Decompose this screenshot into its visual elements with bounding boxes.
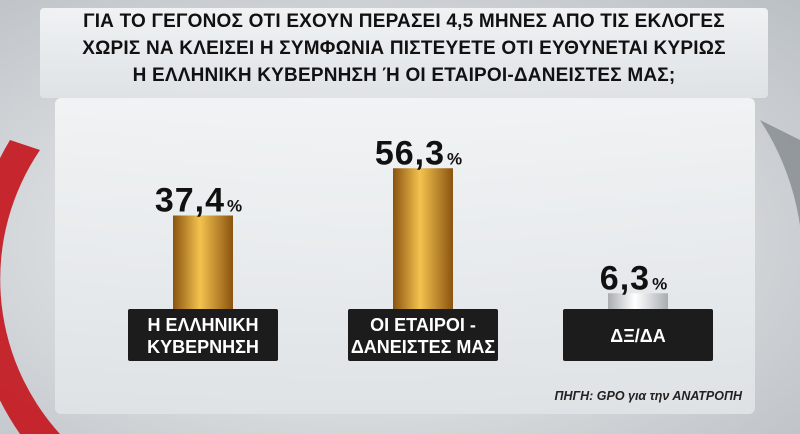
decor-dark-arc xyxy=(760,120,800,300)
category-label-3-line-1: ΔΞ/ΔΑ xyxy=(610,326,665,346)
category-label-2-line-1: ΟΙ ΕΤΑΙΡΟΙ - xyxy=(370,315,476,335)
category-label-1-line-1: Η ΕΛΛΗΝΙΚΗ xyxy=(147,315,258,335)
category-box-3 xyxy=(563,309,713,361)
title-line-1: ΓΙΑ ΤΟ ΓΕΓΟΝΟΣ ΟΤΙ ΕΧΟΥΝ ΠΕΡΑΣΕΙ 4,5 ΜΗΝ… xyxy=(83,11,725,32)
bar-1 xyxy=(173,215,233,309)
bar-3 xyxy=(608,293,668,309)
bar-2 xyxy=(393,168,453,309)
source-note: ΠΗΓΗ: GPO για την ΑΝΑΤΡΟΠΗ xyxy=(554,389,742,403)
chart-panel: 37,4% Η ΕΛΛΗΝΙΚΗ ΚΥΒΕΡΝΗΣΗ 56,3% ΟΙ ΕΤΑΙΡΟΙ … xyxy=(55,98,755,414)
title-line-2: ΧΩΡΙΣ ΝΑ ΚΛΕΙΣΕΙ Η ΣΥΜΦΩΝΙΑ ΠΙΣΤΕΥΕΤΕ ΟΤ… xyxy=(82,38,726,59)
value-label-3: 6,3% xyxy=(600,259,668,297)
category-box-1 xyxy=(128,309,278,361)
category-label-1-line-2: ΚΥΒΕΡΝΗΣΗ xyxy=(147,337,259,357)
title-line-3: Η ΕΛΛΗΝΙΚΗ ΚΥΒΕΡΝΗΣΗ Ή ΟΙ ΕΤΑΙΡΟΙ-ΔΑΝΕΙΣ… xyxy=(132,65,676,86)
chart-title: ΓΙΑ ΤΟ ΓΕΓΟΝΟΣ ΟΤΙ ΕΧΟΥΝ ΠΕΡΑΣΕΙ 4,5 ΜΗΝ… xyxy=(40,8,768,98)
category-box-2 xyxy=(348,309,498,361)
decor-red-arc xyxy=(0,140,60,434)
category-label-2-line-2: ΔΑΝΕΙΣΤΕΣ ΜΑΣ xyxy=(351,337,496,357)
value-label-2: 56,3% xyxy=(375,134,463,172)
title-panel-bg xyxy=(40,8,768,98)
value-label-1: 37,4% xyxy=(155,182,243,220)
